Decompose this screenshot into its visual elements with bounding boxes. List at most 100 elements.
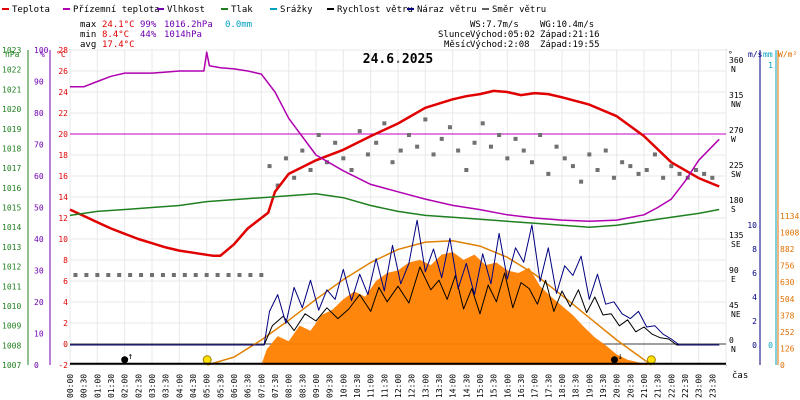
direction-tick-label: 315 (729, 91, 744, 100)
time-tick-label: 23:30 (708, 374, 717, 398)
pressure-tick-label: 1011 (2, 282, 21, 291)
wind-axis-unit: m/s (748, 50, 763, 59)
time-tick-label: 10:00 (339, 374, 348, 398)
direction-name-label: W (731, 135, 736, 144)
wind-direction-point (546, 171, 551, 176)
sunrise-marker (202, 355, 212, 365)
wind-tick-label: 0 (752, 341, 757, 350)
time-tick-label: 16:00 (503, 374, 512, 398)
direction-tick-label: 180 (729, 196, 744, 205)
solar-axis-unit: W/m² (778, 50, 797, 59)
wind-direction-point (171, 273, 176, 277)
wind-direction-point (349, 168, 354, 172)
legend-swatch-4 (270, 8, 277, 10)
series-line-tlak (69, 192, 720, 228)
wind-direction-point (300, 148, 305, 153)
rain-axis-unit: mm (763, 50, 773, 59)
wind-direction-point (505, 156, 510, 161)
time-tick-label: 18:00 (558, 374, 567, 398)
pressure-tick-label: 1018 (2, 144, 21, 153)
temperature-tick-label: 26 (58, 67, 68, 76)
wind-direction-point (554, 144, 559, 149)
solar-tick-label: 1134 (780, 212, 799, 221)
time-tick-label: 22:00 (667, 374, 676, 398)
humidity-tick-label: 50 (34, 204, 44, 213)
sunrise-time: Východ:05:02 (470, 30, 535, 40)
wind-direction-point (669, 164, 674, 169)
time-tick-label: 22:30 (681, 374, 690, 398)
time-tick-label: 07:00 (257, 374, 266, 398)
legend-label-1: Přízemní teplota (73, 5, 160, 15)
time-tick-label: 17:30 (544, 374, 553, 398)
solar-tick-label: 756 (780, 262, 795, 271)
legend-swatch-0 (2, 8, 9, 10)
wind-direction-point (357, 129, 362, 134)
pressure-tick-label: 1017 (2, 164, 21, 173)
time-tick-label: 02:30 (134, 374, 143, 398)
humidity-tick-label: 80 (34, 109, 44, 118)
legend-label-0: Teplota (12, 5, 50, 15)
wind-tick-label: 10 (747, 221, 757, 230)
legend-swatch-7 (482, 8, 489, 10)
time-tick-label: 15:30 (490, 374, 499, 398)
wind-direction-point (538, 133, 543, 137)
direction-tick-label: 45 (729, 301, 739, 310)
stat-min-label: min (80, 30, 96, 40)
wind-direction-point (636, 171, 641, 176)
wind-direction-point (259, 273, 264, 277)
humidity-tick-label: 10 (34, 330, 44, 339)
pressure-tick-label: 1015 (2, 204, 21, 213)
legend-swatch-6 (407, 8, 414, 10)
wind-direction-point (521, 148, 526, 153)
legend-label-5: Rychlost větru (337, 5, 413, 15)
stats-block: max 24.1°C 99% 1016.2hPa 0.0mm min 8.4°C… (80, 20, 252, 50)
direction-name-label: S (731, 205, 736, 214)
direction-name-label: E (731, 275, 736, 284)
direction-name-label: NE (731, 310, 741, 319)
time-tick-label: 04:00 (175, 374, 184, 398)
humidity-axis-unit: % (40, 50, 45, 59)
wind-direction-point (374, 140, 379, 145)
wind-direction-point (248, 273, 253, 277)
time-tick-label: 00:30 (80, 374, 89, 398)
wind-direction-point (160, 273, 165, 277)
time-tick-label: 13:00 (421, 374, 430, 398)
wind-direction-point (84, 273, 89, 277)
wind-direction-point (661, 175, 666, 180)
wind-direction-point (423, 117, 428, 122)
rain-tick-label: 1 (768, 61, 773, 70)
wind-direction-point (480, 121, 485, 126)
time-tick-label: 21:30 (654, 374, 663, 398)
wind-direction-point (275, 183, 280, 188)
wind-direction-point (341, 156, 346, 161)
wind-direction-point (333, 140, 338, 145)
legend-swatch-2 (157, 8, 164, 10)
wind-direction-point (106, 273, 111, 277)
time-tick-label: 04:30 (189, 374, 198, 398)
time-tick-label: 09:30 (326, 374, 335, 398)
wind-direction-point (365, 152, 370, 157)
wind-direction-point (562, 156, 567, 161)
stat-avg-temp: 17.4°C (102, 40, 135, 50)
direction-name-label: NW (731, 100, 741, 109)
moon-label: Měsíc (444, 40, 471, 50)
time-tick-label: 19:30 (599, 374, 608, 398)
wind-direction-point (677, 171, 682, 176)
temperature-tick-label: 6 (63, 277, 68, 286)
pressure-tick-label: 1008 (2, 341, 21, 350)
time-tick-label: 15:00 (476, 374, 485, 398)
series-line-náraz-větru (70, 219, 720, 346)
solar-tick-label: 630 (780, 278, 795, 287)
time-tick-label: 23:00 (695, 374, 704, 398)
stat-max-label: max (80, 20, 97, 30)
wind-direction-point (406, 133, 411, 137)
solar-tick-label: 378 (780, 311, 795, 320)
time-tick-label: 05:30 (216, 374, 225, 398)
wind-direction-point (595, 168, 600, 172)
time-tick-label: 10:30 (353, 374, 362, 398)
stat-avg-label: avg (80, 40, 96, 50)
direction-tick-label: 270 (729, 126, 744, 135)
wind-direction-point (95, 273, 100, 277)
moonrise-arrow: ↑ (128, 352, 133, 362)
time-tick-label: 14:00 (449, 374, 458, 398)
